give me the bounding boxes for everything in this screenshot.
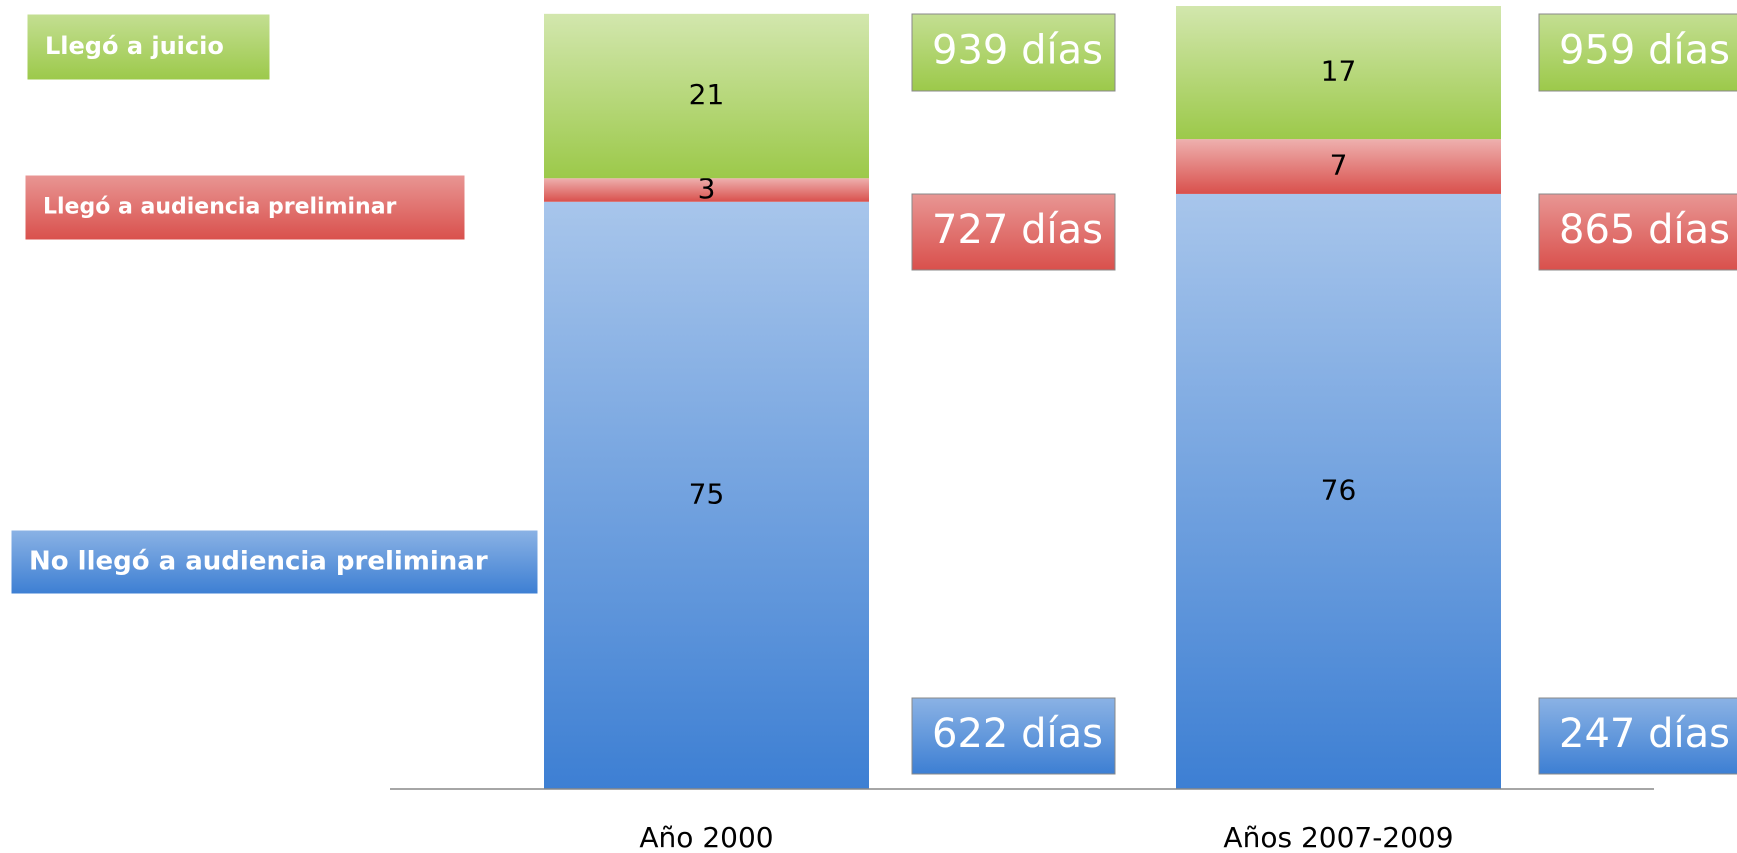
bar-segment	[544, 201, 869, 789]
legend-box	[24, 174, 466, 241]
day-label: 865 días	[1559, 207, 1730, 253]
day-box	[911, 13, 1116, 92]
day-label: 959 días	[1559, 28, 1730, 74]
day-box	[911, 193, 1116, 271]
day-label: 247 días	[1559, 711, 1730, 757]
bar-segment	[544, 13, 869, 179]
bar-segment	[1176, 6, 1501, 140]
day-box	[1538, 697, 1737, 775]
day-box	[1538, 13, 1737, 92]
day-label: 939 días	[932, 28, 1103, 74]
day-box	[1538, 193, 1737, 271]
data-label: 21	[689, 78, 725, 111]
legend-label: Llegó a juicio	[45, 32, 224, 60]
bar-segment	[1176, 193, 1501, 790]
legend-box	[10, 529, 539, 595]
day-label: 727 días	[932, 207, 1103, 253]
bar-segment	[544, 178, 869, 202]
bar-segment	[1176, 139, 1501, 194]
day-label: 622 días	[932, 711, 1103, 757]
legend-box	[26, 13, 271, 81]
legend-label: Llegó a audiencia preliminar	[43, 195, 397, 220]
day-box	[911, 697, 1116, 775]
data-label: 75	[689, 477, 725, 510]
legend-label: No llegó a audiencia preliminar	[29, 547, 488, 577]
data-label: 3	[698, 172, 716, 205]
x-tick-label: Años 2007-2009	[1223, 821, 1453, 853]
data-label: 76	[1321, 473, 1357, 506]
x-tick-label: Año 2000	[639, 821, 773, 853]
data-label: 7	[1330, 149, 1348, 182]
data-label: 17	[1321, 55, 1357, 88]
